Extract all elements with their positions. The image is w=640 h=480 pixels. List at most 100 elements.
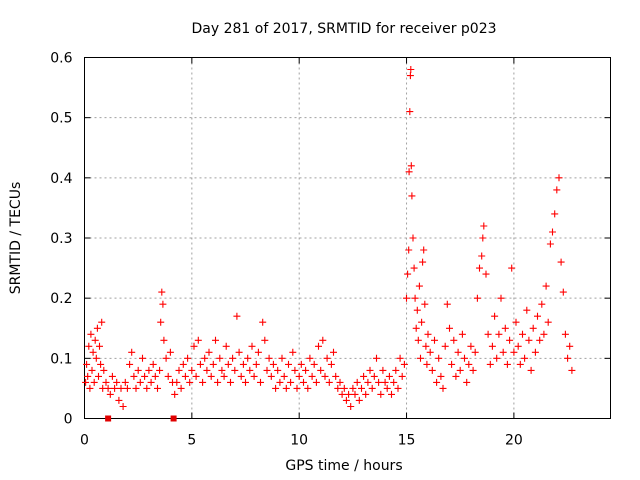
data-point — [278, 354, 286, 362]
data-point — [471, 348, 479, 356]
data-point — [396, 354, 404, 362]
gap-marker — [170, 415, 177, 422]
data-point — [366, 366, 374, 374]
data-point — [102, 378, 110, 386]
data-point — [415, 282, 423, 290]
y-tick-label: 0.2 — [50, 291, 72, 307]
data-point — [342, 396, 350, 404]
data-point — [421, 300, 429, 308]
data-point — [431, 336, 438, 344]
data-point — [181, 372, 189, 380]
data-point — [443, 300, 451, 308]
x-axis-label: GPS time / hours — [285, 458, 402, 474]
y-tick-label: 0.3 — [50, 231, 72, 247]
data-point — [566, 342, 574, 350]
data-point — [175, 366, 183, 374]
data-point — [418, 318, 426, 326]
data-point — [209, 360, 217, 368]
data-point — [224, 360, 232, 368]
data-point — [334, 384, 342, 392]
data-point — [422, 342, 430, 350]
data-point — [250, 372, 258, 380]
data-point — [248, 342, 256, 350]
data-point — [340, 384, 348, 392]
x-tick-label: 20 — [505, 433, 523, 449]
data-point — [408, 192, 416, 200]
data-point — [269, 360, 277, 368]
data-point — [493, 354, 501, 362]
data-point — [239, 360, 247, 368]
data-point — [321, 372, 329, 380]
data-point — [136, 378, 144, 386]
data-point — [237, 372, 245, 380]
data-point — [246, 366, 254, 374]
data-point — [478, 252, 486, 260]
data-point — [551, 210, 559, 218]
data-point — [160, 336, 168, 344]
data-point — [108, 372, 116, 380]
data-point — [360, 372, 368, 380]
data-point — [227, 378, 234, 386]
data-point — [465, 360, 473, 368]
data-layer — [82, 66, 576, 410]
x-tick-label: 0 — [80, 433, 89, 449]
data-point — [184, 354, 192, 362]
data-point — [280, 372, 288, 380]
data-point — [406, 72, 414, 80]
data-point — [420, 246, 428, 254]
data-point — [536, 336, 544, 344]
data-point — [446, 324, 453, 332]
data-point — [332, 372, 340, 380]
plot-frame — [84, 57, 611, 419]
data-point — [426, 348, 434, 356]
data-point — [323, 354, 331, 362]
data-point — [508, 264, 516, 272]
data-point — [158, 288, 166, 296]
data-point — [91, 336, 99, 344]
data-point — [351, 390, 359, 398]
data-point — [428, 366, 436, 374]
data-point — [424, 330, 432, 338]
data-point — [370, 372, 378, 380]
data-point — [261, 336, 269, 344]
data-point — [385, 372, 393, 380]
data-point — [538, 300, 546, 308]
data-point — [166, 348, 174, 356]
data-point — [383, 384, 391, 392]
data-point — [549, 228, 556, 236]
data-point — [274, 366, 282, 374]
data-point — [479, 234, 487, 242]
data-point — [154, 384, 161, 392]
data-point — [495, 330, 503, 338]
data-point — [134, 366, 142, 374]
data-point — [113, 378, 121, 386]
data-point — [488, 342, 496, 350]
data-point — [315, 342, 322, 350]
data-point — [394, 384, 402, 392]
data-point — [506, 336, 514, 344]
data-point — [510, 348, 518, 356]
data-point — [423, 360, 431, 368]
data-point — [119, 403, 127, 410]
data-point — [542, 282, 550, 290]
data-point — [450, 336, 458, 344]
data-point — [486, 360, 494, 368]
data-point — [499, 348, 507, 356]
data-point — [349, 384, 357, 392]
data-point — [448, 360, 456, 368]
data-point — [330, 348, 337, 356]
y-tick-label: 0.5 — [50, 111, 72, 127]
data-point — [117, 384, 125, 392]
y-tick-label: 0.1 — [50, 351, 72, 367]
data-point — [100, 366, 108, 374]
data-point — [267, 372, 275, 380]
data-point — [519, 330, 526, 338]
data-point — [525, 336, 533, 344]
data-point — [115, 396, 123, 404]
data-point — [375, 378, 383, 386]
data-point — [149, 360, 157, 368]
data-point — [216, 354, 224, 362]
data-point — [433, 378, 441, 386]
data-point — [482, 270, 490, 278]
data-point — [130, 372, 138, 380]
